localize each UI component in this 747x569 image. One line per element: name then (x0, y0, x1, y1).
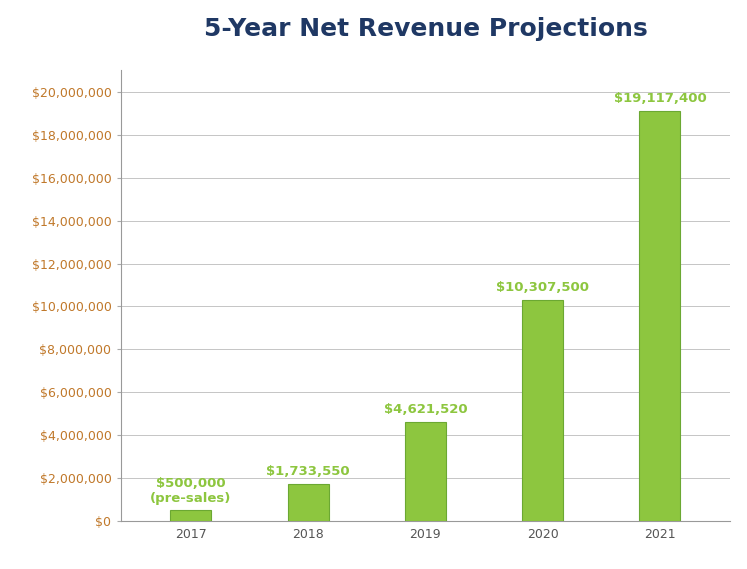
Text: $10,307,500: $10,307,500 (496, 282, 589, 295)
Bar (405, 422, 446, 521)
Text: $19,117,400: $19,117,400 (613, 92, 707, 105)
Bar (522, 300, 563, 521)
Bar (639, 111, 681, 521)
Text: $500,000
(pre-sales): $500,000 (pre-sales) (150, 477, 232, 505)
Text: $1,733,550: $1,733,550 (267, 465, 350, 479)
Text: $4,621,520: $4,621,520 (384, 403, 467, 417)
Bar (288, 484, 329, 521)
Title: 5-Year Net Revenue Projections: 5-Year Net Revenue Projections (203, 17, 648, 40)
Bar (170, 510, 211, 521)
